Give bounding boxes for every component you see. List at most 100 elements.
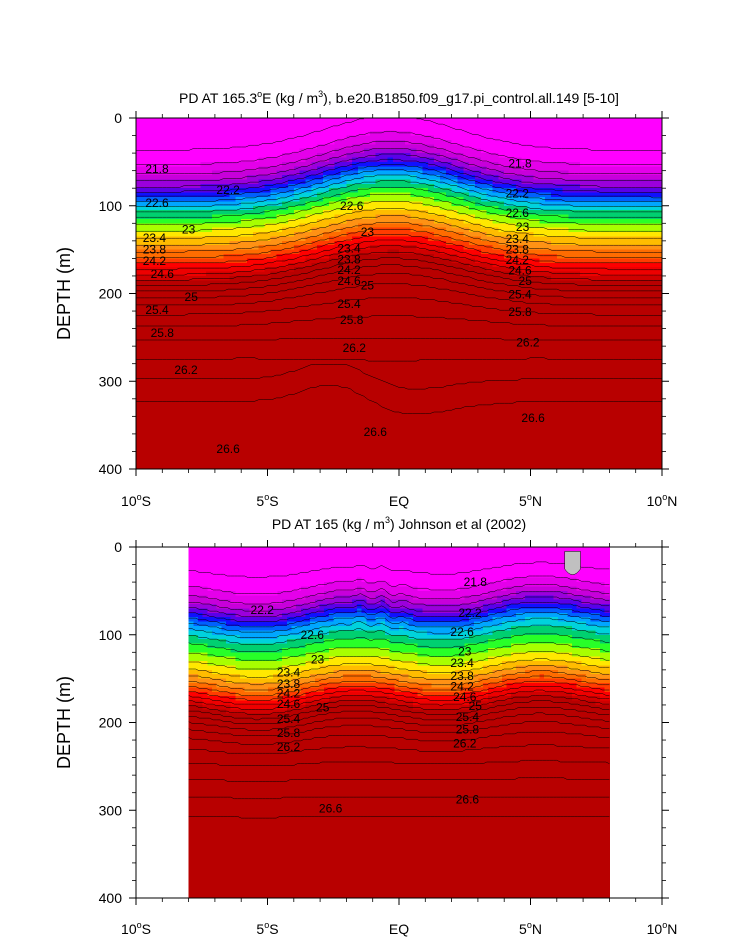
contour-line: [188, 642, 610, 661]
contour-label: 24.6: [151, 267, 175, 281]
contour-label: 23.8: [506, 243, 530, 257]
contour-line: [136, 187, 662, 218]
y-tick-label: 400: [99, 890, 123, 906]
contour-line: [188, 670, 610, 691]
contour-label: 25.8: [277, 726, 301, 740]
contour-line: [188, 695, 610, 715]
contour-label: 24.6: [453, 690, 477, 704]
contour-label: 23.4: [337, 242, 361, 256]
contour-line: [136, 252, 662, 281]
contour-lines: [188, 561, 610, 819]
x-tick-label: EQ: [389, 921, 409, 937]
contour-line: [136, 130, 662, 165]
contour-label: 22.2: [506, 187, 530, 201]
x-tick-label: 10oN: [647, 920, 678, 937]
contour-label: 23.8: [277, 677, 301, 691]
y-tick-label: 100: [99, 627, 123, 643]
contour-label: 26.6: [216, 442, 240, 456]
y-axis-label: DEPTH (m): [54, 247, 74, 340]
y-tick-label: 0: [114, 539, 122, 555]
contour-label: 26.2: [174, 363, 198, 377]
contour-label: 22.2: [216, 183, 240, 197]
contour-line: [188, 744, 610, 754]
contour-line: [188, 651, 610, 670]
contour-label: 25.4: [456, 710, 480, 724]
contour-line: [136, 164, 662, 199]
contour-line: [136, 357, 662, 362]
contour-line: [188, 816, 610, 819]
contour-line: [188, 561, 610, 578]
contour-line: [188, 658, 610, 678]
contour-line: [136, 141, 662, 174]
density-field: [188, 547, 610, 899]
contour-line: [136, 194, 662, 225]
contour-label: 22.6: [301, 628, 325, 642]
y-tick-label: 400: [99, 461, 123, 477]
contour-label: 23: [182, 222, 196, 236]
contour-label: 25.8: [456, 723, 480, 737]
contour-line: [136, 153, 662, 188]
x-tick-label: EQ: [389, 493, 409, 509]
x-tick-label: 5oN: [519, 920, 542, 937]
contour-label: 24.2: [506, 253, 530, 267]
contour-label: 22.6: [506, 206, 530, 220]
contour-line: [188, 624, 610, 645]
x-tick-label: 10oN: [647, 492, 678, 509]
contour-label: 26.2: [516, 336, 540, 350]
contour-line: [188, 596, 610, 617]
x-tick-label: 5oS: [256, 492, 278, 509]
contour-line: [136, 201, 662, 232]
contour-label: 25: [361, 279, 375, 293]
contour-label: 25: [469, 699, 483, 713]
contour-label: 22.2: [251, 603, 275, 617]
y-axis-label: DEPTH (m): [54, 676, 74, 769]
contour-line: [136, 273, 662, 299]
contour-line: [136, 239, 662, 271]
contour-line: [188, 707, 610, 724]
contour-label: 25.4: [145, 303, 169, 317]
contour-label: 24.2: [450, 680, 474, 694]
contour-label: 23.4: [506, 232, 530, 246]
contour-label: 26.2: [343, 341, 367, 355]
missing-data-patch: [564, 551, 581, 575]
contour-line: [136, 158, 662, 193]
contour-label: 24.2: [277, 687, 301, 701]
contour-label: 22.6: [340, 199, 364, 213]
contour-label: 25.4: [508, 287, 532, 301]
contour-line: [188, 602, 610, 622]
contour-line: [188, 731, 610, 745]
contour-label: 23.4: [143, 231, 167, 245]
contour-line: [188, 591, 610, 612]
contour-label: 23.4: [450, 656, 474, 670]
contour-label: 26.6: [521, 411, 545, 425]
contour-line: [136, 264, 662, 292]
contour-label: 23: [516, 220, 530, 234]
contour-line: [188, 689, 610, 710]
contour-label: 23: [458, 644, 472, 658]
contour-label: 25.4: [337, 297, 361, 311]
contour-line: [136, 222, 662, 253]
contour-line: [188, 777, 610, 782]
contour-label: 24.2: [337, 263, 361, 277]
x-tick-label: 5oS: [256, 920, 278, 937]
contour-label: 26.6: [364, 425, 388, 439]
contour-label: 22.6: [450, 625, 474, 639]
contour-label: 23.8: [450, 669, 474, 683]
contour-label: 25.8: [151, 326, 175, 340]
contour-label: 23: [361, 225, 375, 239]
chart-title: PD AT 165.3oE (kg / m3), b.e20.B1850.f09…: [179, 89, 619, 106]
contour-line: [136, 215, 662, 246]
contour-label: 25: [185, 290, 199, 304]
contour-line: [136, 118, 662, 151]
contour-line: [136, 180, 662, 213]
contour-line: [136, 257, 662, 286]
contour-label: 24.6: [508, 264, 532, 278]
contour-label: 22.2: [458, 606, 482, 620]
contour-line: [188, 686, 610, 705]
y-tick-label: 300: [99, 802, 123, 818]
contour-line: [188, 796, 610, 800]
contour-line: [136, 385, 662, 414]
x-tick-label: 10oS: [121, 920, 151, 937]
contour-line: [188, 700, 610, 721]
